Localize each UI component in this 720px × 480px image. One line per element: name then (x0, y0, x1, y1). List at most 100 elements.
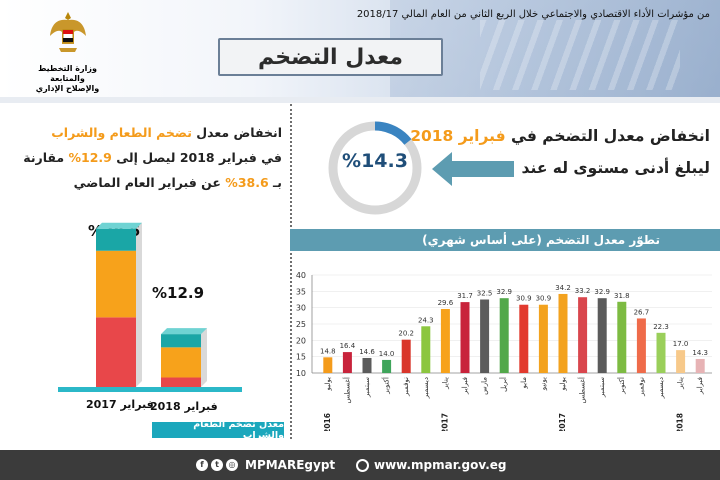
facebook-icon[interactable]: f (196, 459, 208, 471)
instagram-icon[interactable]: ◎ (226, 459, 238, 471)
ring-progress (328, 121, 422, 215)
inflation-trend-chart: 10 15 20 25 30 35 40 14.8 يوليو 16.4 أغسطس 14.6 سبتم… (296, 271, 712, 431)
trend-bar (421, 326, 431, 373)
trend-chart-title: تطوّر معدل التضخم (على أساس شهري) (422, 233, 660, 247)
trend-bar-value: 31.8 (614, 292, 630, 300)
x-tick-label: يناير (441, 377, 449, 390)
food-bar-side (136, 222, 142, 387)
x-tick-label: ديسمبر (422, 377, 430, 399)
trend-bar-value: 31.7 (457, 292, 473, 300)
food-bar-segment-middle (161, 347, 201, 378)
trend-bar-value: 32.9 (496, 288, 512, 296)
x-tick-label: أغسطس (342, 377, 351, 404)
trend-bar-value: 20.2 (398, 330, 414, 338)
vertical-divider (290, 104, 292, 439)
x-tick-label: فبراير (461, 377, 469, 395)
x-tick-label: يوليو (324, 377, 332, 391)
food-bar-segment-bottom (96, 317, 136, 387)
trend-bar-value: 16.4 (340, 342, 356, 350)
page-title: معدل التضخم (257, 44, 404, 70)
year-label: 2017 (558, 413, 567, 431)
trend-bar-value: 24.3 (418, 316, 434, 324)
header-pattern (480, 20, 680, 90)
trend-bar-value: 33.2 (575, 287, 591, 295)
footer-website: www.mpmar.gov.eg (356, 450, 506, 480)
y-tick-label: 25 (296, 320, 306, 329)
trend-bar (538, 304, 548, 373)
trend-bar (597, 298, 607, 373)
footer-social: f t ◎ MPMAREgypt (196, 450, 335, 480)
trend-bar (558, 293, 568, 373)
food-bar-segment-middle (96, 250, 136, 318)
trend-bar-value: 34.2 (555, 284, 571, 292)
x-tick-label: أغسطس (578, 377, 587, 404)
trend-bar (676, 350, 686, 373)
trend-bar-value: 14.8 (320, 347, 336, 355)
x-tick-label: ديسمبر (657, 377, 665, 399)
year-label: 2018 (676, 413, 685, 431)
food-bar (161, 328, 207, 387)
food-bar-segment-bottom (161, 377, 201, 387)
trend-bar-value: 30.9 (536, 295, 552, 303)
food-legend: معدل تضخم الطعام والشراب (152, 419, 284, 441)
food-bar-side (201, 328, 207, 387)
x-tick-label: أبريل (499, 377, 508, 392)
food-bar-chart (96, 222, 207, 387)
x-tick-label: أكتوبر (617, 377, 626, 395)
trend-bar (656, 332, 666, 373)
x-tick-label: سبتمبر (363, 377, 371, 398)
inflation-headline: انخفاض معدل التضخم في فبراير 2018 ليبلغ … (410, 127, 710, 177)
trend-bar (362, 357, 372, 373)
food-bar (96, 222, 142, 387)
x-tick-label: مايو (520, 377, 528, 390)
arrow-left-icon (432, 152, 514, 186)
trend-bar-value: 14.6 (359, 348, 375, 356)
y-tick-label: 20 (296, 336, 306, 345)
y-tick-label: 30 (296, 304, 306, 313)
food-bar-label-2017: فبراير 2017 (86, 398, 154, 411)
year-label: 2017 (440, 413, 449, 431)
food-bar-value-2018: %12.9 (152, 284, 205, 302)
social-handle[interactable]: MPMAREgypt (245, 458, 336, 472)
trend-bar (480, 299, 490, 373)
trend-bar-value: 29.6 (438, 299, 454, 307)
trend-bar (460, 302, 470, 373)
x-tick-label: يوليو (559, 377, 567, 391)
y-tick-label: 40 (296, 271, 306, 280)
trend-bar-value: 32.9 (594, 288, 610, 296)
trend-bar-value: 14.3 (692, 349, 708, 357)
trend-bar (499, 298, 509, 373)
x-tick-label: سبتمبر (598, 377, 606, 398)
x-tick-label: أكتوبر (382, 377, 391, 395)
twitter-icon[interactable]: t (211, 459, 223, 471)
trend-bar (636, 318, 646, 373)
food-bar-label-2018: فبراير 2018 (150, 400, 218, 413)
trend-bar (401, 339, 411, 373)
main-title-box: معدل التضخم (218, 38, 443, 76)
website-link[interactable]: www.mpmar.gov.eg (374, 458, 507, 472)
report-title: من مؤشرات الأداء الاقتصادي والاجتماعي خل… (356, 9, 710, 20)
eagle-emblem-icon (49, 12, 86, 52)
x-tick-label: مارس (481, 377, 489, 395)
x-tick-label: نوفمبر (402, 377, 410, 397)
ministry-logo: وزارة التخطيط والمتابعة والإصلاح الإداري (20, 8, 115, 94)
header-divider (0, 97, 720, 103)
x-tick-label: فبراير (696, 377, 704, 395)
trend-bar (440, 308, 450, 373)
trend-chart-header: تطوّر معدل التضخم (على أساس شهري) (290, 229, 720, 251)
x-tick-label: نوفمبر (637, 377, 645, 397)
food-bar-segment-top (96, 228, 136, 251)
food-bar-cap (161, 328, 207, 335)
inflation-ring (328, 121, 422, 215)
year-label: 2016 (323, 413, 332, 431)
food-inflation-text: انخفاض معدل تضخم الطعام والشراب في فبراي… (23, 125, 282, 190)
food-bar-segment-top (161, 334, 201, 348)
trend-bar-value: 14.0 (379, 350, 395, 358)
trend-bar-value: 26.7 (634, 308, 650, 316)
header-decoration (390, 0, 720, 97)
trend-bar-value: 22.3 (653, 323, 669, 331)
trend-bar-value: 30.9 (516, 295, 532, 303)
y-tick-label: 35 (296, 287, 306, 296)
y-tick-label: 15 (296, 353, 306, 362)
globe-icon (356, 458, 369, 472)
